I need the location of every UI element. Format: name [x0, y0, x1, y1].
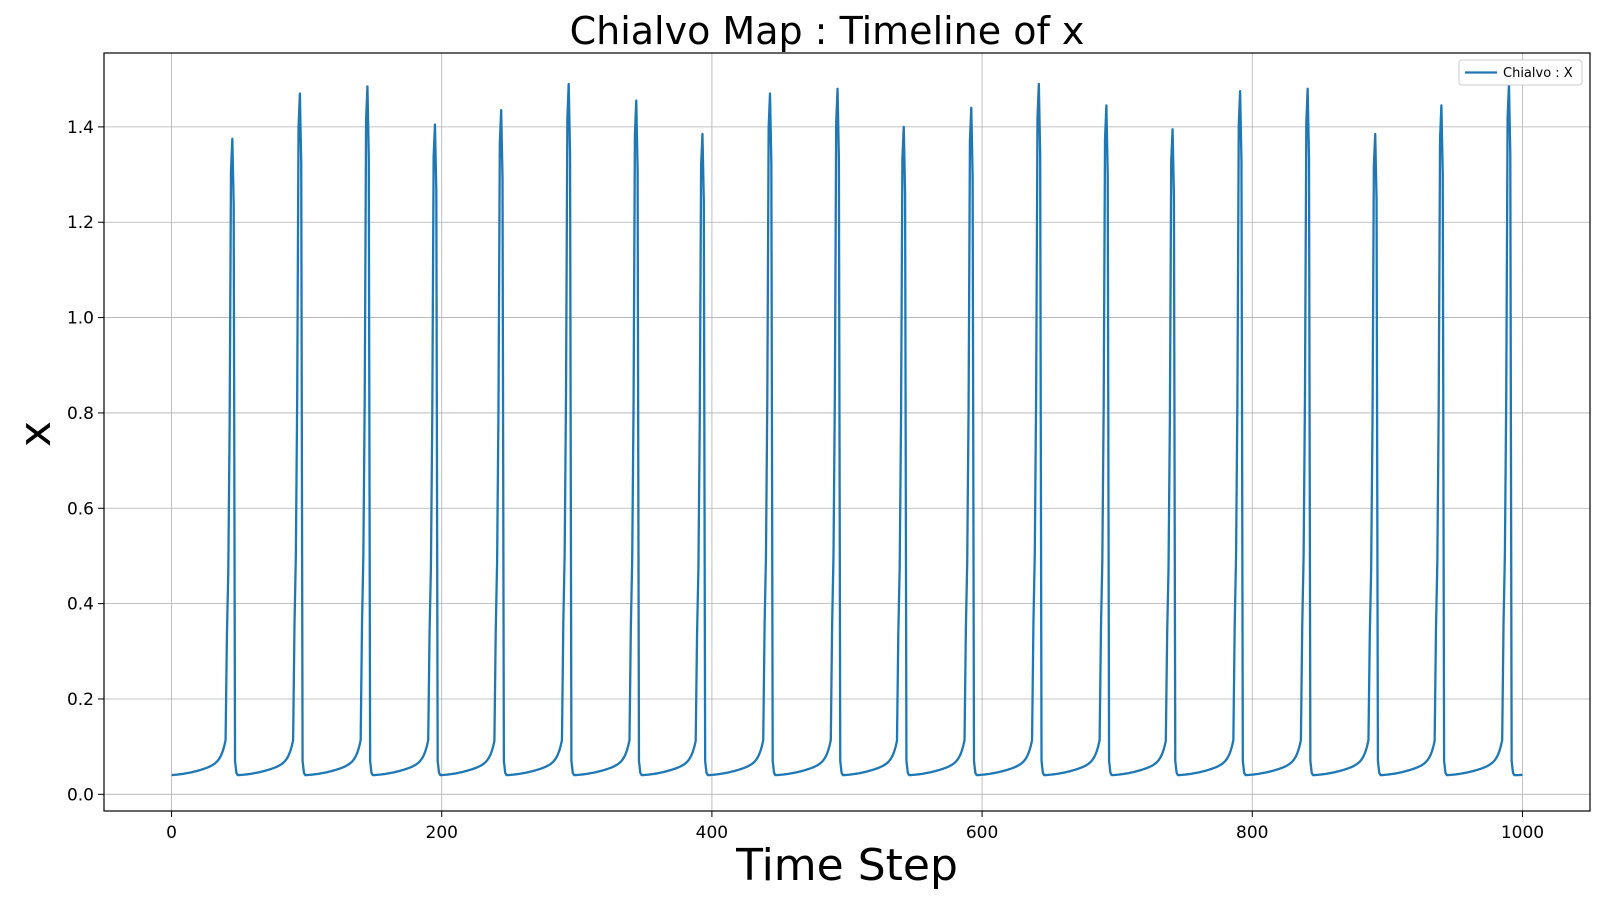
legend-box — [1458, 59, 1583, 86]
y-axis-label: x — [10, 421, 61, 447]
legend: Chialvo : X — [1458, 59, 1583, 86]
x-axis: 0 200 400 600 800 1000 — [166, 811, 1544, 843]
x-tick-label: 1000 — [1501, 823, 1544, 843]
y-tick-label: 0.8 — [67, 404, 94, 424]
y-tick-label: 1.0 — [67, 309, 94, 329]
y-tick-label: 0.2 — [67, 690, 94, 710]
legend-label: Chialvo : X — [1503, 66, 1573, 81]
series-line-chialvo-x — [171, 82, 1523, 777]
x-tick-label: 200 — [426, 823, 458, 843]
plot-frame — [103, 52, 1591, 812]
y-tick-label: 0.4 — [67, 595, 94, 615]
y-tick-label: 1.2 — [67, 213, 94, 233]
grid-lines — [104, 53, 1590, 811]
x-tick-label: 800 — [1236, 823, 1268, 843]
series-layer — [171, 82, 1523, 777]
x-tick-label: 400 — [696, 823, 728, 843]
x-tick-label: 0 — [166, 823, 177, 843]
y-axis: 0.0 0.2 0.4 0.6 0.8 1.0 1.2 1.4 — [67, 118, 104, 805]
x-tick-label: 600 — [966, 823, 998, 843]
y-tick-label: 0.6 — [67, 499, 94, 519]
chart-title: Chialvo Map : Timeline of x — [570, 9, 1085, 53]
y-tick-label: 1.4 — [67, 118, 94, 138]
x-axis-label: Time Step — [735, 840, 958, 891]
y-tick-label: 0.0 — [67, 785, 94, 805]
